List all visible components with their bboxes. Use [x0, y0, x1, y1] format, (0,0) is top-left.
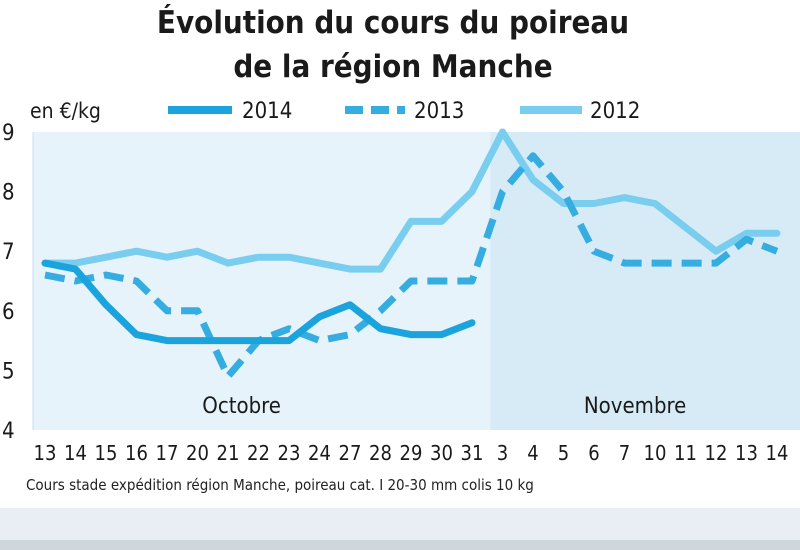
x-tick-label-22: 12	[705, 441, 728, 465]
period-band-octobre	[33, 132, 491, 430]
y-axis-unit-label: en €/kg	[30, 99, 101, 123]
y-tick-label-9: 9	[2, 121, 15, 146]
y-tick-label-5: 5	[2, 359, 15, 384]
x-tick-label-6: 21	[217, 441, 240, 465]
footer-bar	[0, 540, 800, 550]
x-tick-label-20: 10	[644, 441, 667, 465]
x-tick-label-4: 17	[156, 441, 179, 465]
x-tick-label-16: 4	[527, 441, 538, 465]
x-tick-label-21: 11	[674, 441, 697, 465]
chart-title-line2: de la région Manche	[233, 49, 552, 85]
x-tick-label-2: 15	[95, 441, 118, 465]
x-tick-label-1: 14	[64, 441, 87, 465]
y-tick-label-4: 4	[2, 419, 15, 444]
x-tick-label-19: 7	[619, 441, 630, 465]
legend-label-2012: 2012	[590, 99, 640, 124]
x-tick-label-8: 23	[278, 441, 301, 465]
period-label-novembre: Novembre	[584, 394, 686, 419]
x-tick-label-15: 3	[497, 441, 508, 465]
x-tick-label-10: 27	[339, 441, 362, 465]
x-tick-label-24: 14	[766, 441, 789, 465]
legend-label-2013: 2013	[414, 99, 464, 124]
x-tick-label-12: 29	[400, 441, 423, 465]
period-band-novembre	[490, 132, 800, 430]
y-tick-label-7: 7	[2, 240, 15, 265]
x-tick-label-3: 16	[125, 441, 148, 465]
x-tick-label-7: 22	[247, 441, 270, 465]
x-tick-label-0: 13	[34, 441, 57, 465]
legend-label-2014: 2014	[242, 99, 292, 124]
x-tick-label-23: 13	[735, 441, 758, 465]
x-tick-label-11: 28	[369, 441, 392, 465]
x-tick-label-17: 5	[558, 441, 569, 465]
x-tick-label-5: 20	[186, 441, 209, 465]
x-tick-label-13: 30	[430, 441, 453, 465]
period-label-octobre: Octobre	[202, 394, 281, 419]
x-tick-label-9: 24	[308, 441, 331, 465]
chart-title-line1: Évolution du cours du poireau	[157, 5, 629, 41]
y-tick-label-6: 6	[2, 300, 15, 325]
y-tick-label-8: 8	[2, 181, 15, 206]
x-tick-label-14: 31	[461, 441, 484, 465]
source-note: Cours stade expédition région Manche, po…	[26, 476, 534, 494]
x-tick-label-18: 6	[588, 441, 599, 465]
